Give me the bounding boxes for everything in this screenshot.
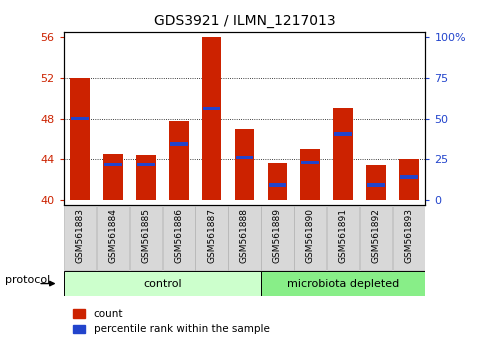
Bar — [169, 142, 187, 146]
Bar — [300, 149, 320, 200]
Bar — [203, 107, 220, 110]
Bar — [104, 163, 122, 166]
Text: GSM561892: GSM561892 — [371, 208, 380, 263]
Title: GDS3921 / ILMN_1217013: GDS3921 / ILMN_1217013 — [153, 14, 335, 28]
Text: GSM561883: GSM561883 — [75, 208, 84, 263]
Bar — [359, 206, 391, 270]
Bar — [97, 206, 129, 270]
Bar — [261, 271, 425, 296]
Bar — [261, 206, 293, 270]
Bar — [129, 206, 162, 270]
Bar — [136, 155, 155, 200]
Text: GSM561886: GSM561886 — [174, 208, 183, 263]
Bar — [366, 183, 384, 187]
Bar — [333, 108, 352, 200]
Text: control: control — [142, 279, 181, 289]
Bar — [392, 206, 424, 270]
Bar — [235, 155, 253, 159]
Bar — [162, 206, 194, 270]
Bar — [366, 165, 385, 200]
Bar — [301, 161, 319, 164]
Bar — [168, 121, 188, 200]
Text: GSM561888: GSM561888 — [240, 208, 248, 263]
Bar — [228, 206, 260, 270]
Bar — [268, 183, 285, 187]
Bar — [326, 206, 359, 270]
Bar — [398, 159, 418, 200]
Text: protocol: protocol — [5, 275, 50, 285]
Text: GSM561893: GSM561893 — [404, 208, 413, 263]
Bar — [334, 132, 351, 136]
Bar — [71, 117, 89, 120]
Text: GSM561891: GSM561891 — [338, 208, 347, 263]
Text: GSM561890: GSM561890 — [305, 208, 314, 263]
Bar — [399, 175, 417, 178]
Bar — [267, 164, 286, 200]
Bar — [64, 206, 96, 270]
Bar — [63, 271, 261, 296]
Text: microbiota depleted: microbiota depleted — [286, 279, 399, 289]
Legend: count, percentile rank within the sample: count, percentile rank within the sample — [69, 305, 273, 338]
Bar — [103, 154, 122, 200]
Bar — [202, 37, 221, 200]
Bar — [195, 206, 227, 270]
Text: GSM561887: GSM561887 — [207, 208, 216, 263]
Bar — [137, 163, 154, 166]
Bar — [234, 129, 254, 200]
Bar — [70, 78, 90, 200]
Text: GSM561885: GSM561885 — [141, 208, 150, 263]
Bar — [294, 206, 326, 270]
Text: GSM561889: GSM561889 — [272, 208, 281, 263]
Text: GSM561884: GSM561884 — [108, 208, 117, 263]
